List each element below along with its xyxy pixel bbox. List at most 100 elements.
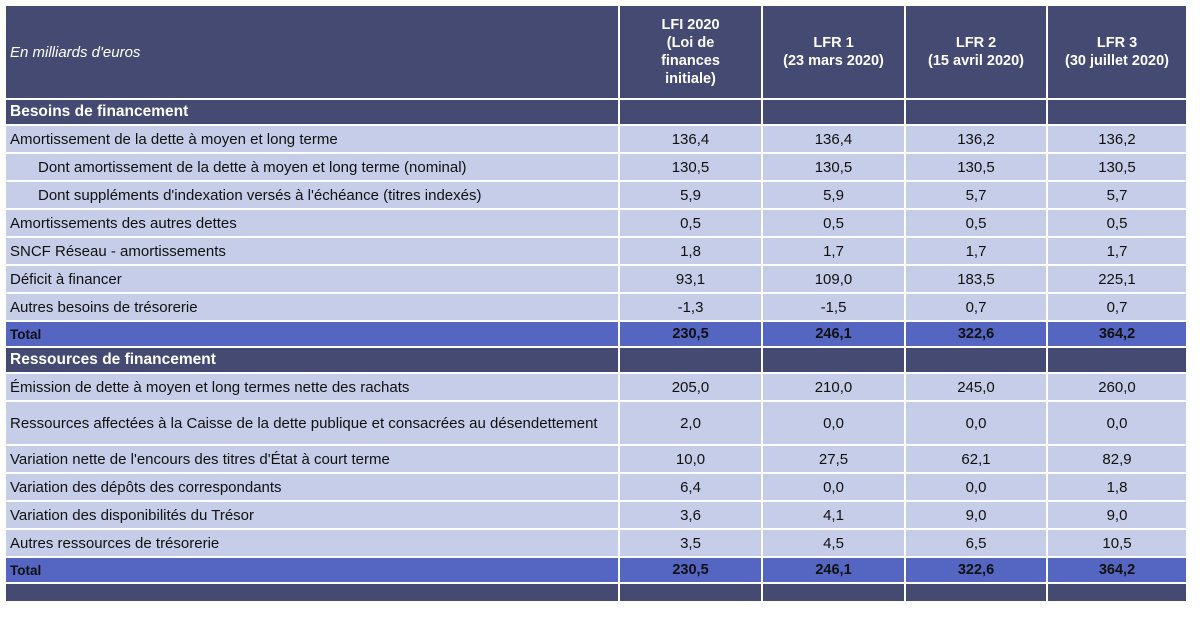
cell-value: 0,0 (763, 474, 904, 500)
section-cell (1048, 100, 1186, 124)
cell-value: 10,0 (620, 446, 761, 472)
column-header-line: (15 avril 2020) (928, 53, 1024, 69)
cell-value: 260,0 (1048, 374, 1186, 400)
cell-value: 3,5 (620, 530, 761, 556)
column-header-line: finances (661, 53, 720, 69)
total-label: Total (6, 322, 618, 346)
cell-value: 0,7 (906, 294, 1046, 320)
cell-value: 4,1 (763, 502, 904, 528)
footer-cell (906, 584, 1046, 601)
cell-value: 1,7 (906, 238, 1046, 264)
column-header-lfr-3: LFR 3 (30 juillet 2020) (1048, 6, 1186, 98)
total-value: 364,2 (1048, 558, 1186, 582)
row-label: Autres besoins de trésorerie (6, 294, 618, 320)
table-row: Ressources affectées à la Caisse de la d… (6, 402, 1186, 444)
row-label: Émission de dette à moyen et long termes… (6, 374, 618, 400)
table-row: Variation nette de l'encours des titres … (6, 446, 1186, 472)
table-row: Autres ressources de trésorerie 3,5 4,5 … (6, 530, 1186, 556)
column-header-lfr-1: LFR 1 (23 mars 2020) (763, 6, 904, 98)
cell-value: 0,5 (1048, 210, 1186, 236)
cell-value: 136,2 (1048, 126, 1186, 152)
table-row: Déficit à financer 93,1 109,0 183,5 225,… (6, 266, 1186, 292)
section-title: Ressources de financement (6, 348, 618, 372)
column-header-line: (30 juillet 2020) (1065, 53, 1169, 69)
column-header-lfi-2020: LFI 2020 (Loi de finances initiale) (620, 6, 761, 98)
cell-value: 109,0 (763, 266, 904, 292)
cell-value: 1,7 (763, 238, 904, 264)
footer-cell (763, 584, 904, 601)
total-value: 246,1 (763, 558, 904, 582)
cell-value: 0,0 (906, 474, 1046, 500)
section-header-ressources: Ressources de financement (6, 348, 1186, 372)
table-row: Autres besoins de trésorerie -1,3 -1,5 0… (6, 294, 1186, 320)
section-title: Besoins de financement (6, 100, 618, 124)
cell-value: 0,0 (763, 402, 904, 444)
row-label: Variation des dépôts des correspondants (6, 474, 618, 500)
cell-value: 136,4 (763, 126, 904, 152)
cell-value: 1,8 (1048, 474, 1186, 500)
table-row: Variation des dépôts des correspondants … (6, 474, 1186, 500)
cell-value: 136,2 (906, 126, 1046, 152)
cell-value: 62,1 (906, 446, 1046, 472)
cell-value: 9,0 (1048, 502, 1186, 528)
row-label: Dont suppléments d'indexation versés à l… (6, 182, 618, 208)
cell-value: -1,3 (620, 294, 761, 320)
header-row: En milliards d'euros LFI 2020 (Loi de fi… (6, 6, 1186, 98)
row-label: Amortissement de la dette à moyen et lon… (6, 126, 618, 152)
row-label: SNCF Réseau - amortissements (6, 238, 618, 264)
column-header-line: LFI 2020 (661, 17, 720, 33)
column-header-lfr-2: LFR 2 (15 avril 2020) (906, 6, 1046, 98)
column-header-line: initiale) (665, 71, 716, 87)
total-value: 246,1 (763, 322, 904, 346)
row-label: Amortissements des autres dettes (6, 210, 618, 236)
cell-value: 2,0 (620, 402, 761, 444)
total-value: 322,6 (906, 322, 1046, 346)
cell-value: 210,0 (763, 374, 904, 400)
row-label: Déficit à financer (6, 266, 618, 292)
cell-value: 245,0 (906, 374, 1046, 400)
cell-value: 3,6 (620, 502, 761, 528)
table-row: Dont amortissement de la dette à moyen e… (6, 154, 1186, 180)
section-cell (620, 348, 761, 372)
cell-value: 205,0 (620, 374, 761, 400)
cell-value: 0,5 (763, 210, 904, 236)
cell-value: 93,1 (620, 266, 761, 292)
cell-value: 0,0 (1048, 402, 1186, 444)
footer-cell (620, 584, 761, 601)
row-label: Autres ressources de trésorerie (6, 530, 618, 556)
cell-value: 5,7 (1048, 182, 1186, 208)
cell-value: 0,5 (620, 210, 761, 236)
cell-value: 130,5 (620, 154, 761, 180)
table-row: SNCF Réseau - amortissements 1,8 1,7 1,7… (6, 238, 1186, 264)
cell-value: 1,7 (1048, 238, 1186, 264)
total-label: Total (6, 558, 618, 582)
total-row-besoins: Total 230,5 246,1 322,6 364,2 (6, 322, 1186, 346)
total-value: 230,5 (620, 322, 761, 346)
section-cell (1048, 348, 1186, 372)
cell-value: 130,5 (763, 154, 904, 180)
total-row-ressources: Total 230,5 246,1 322,6 364,2 (6, 558, 1186, 582)
financing-table-container: En milliards d'euros LFI 2020 (Loi de fi… (4, 4, 1188, 603)
table-row: Dont suppléments d'indexation versés à l… (6, 182, 1186, 208)
table-row: Amortissements des autres dettes 0,5 0,5… (6, 210, 1186, 236)
table-row: Amortissement de la dette à moyen et lon… (6, 126, 1186, 152)
column-header-line: (Loi de (666, 35, 715, 51)
total-value: 230,5 (620, 558, 761, 582)
section-cell (906, 348, 1046, 372)
cell-value: 9,0 (906, 502, 1046, 528)
column-header-line: LFR 3 (1096, 35, 1138, 51)
cell-value: 27,5 (763, 446, 904, 472)
footer-band (6, 584, 1186, 601)
cell-value: 6,4 (620, 474, 761, 500)
cell-value: 0,5 (906, 210, 1046, 236)
column-header-line: (23 mars 2020) (783, 53, 884, 69)
column-header-line: LFR 1 (813, 35, 854, 51)
cell-value: 225,1 (1048, 266, 1186, 292)
row-label: Variation des disponibilités du Trésor (6, 502, 618, 528)
cell-value: 130,5 (1048, 154, 1186, 180)
total-value: 322,6 (906, 558, 1046, 582)
table-row: Émission de dette à moyen et long termes… (6, 374, 1186, 400)
section-cell (763, 348, 904, 372)
cell-value: 5,9 (620, 182, 761, 208)
column-header-line: LFR 2 (955, 35, 997, 51)
